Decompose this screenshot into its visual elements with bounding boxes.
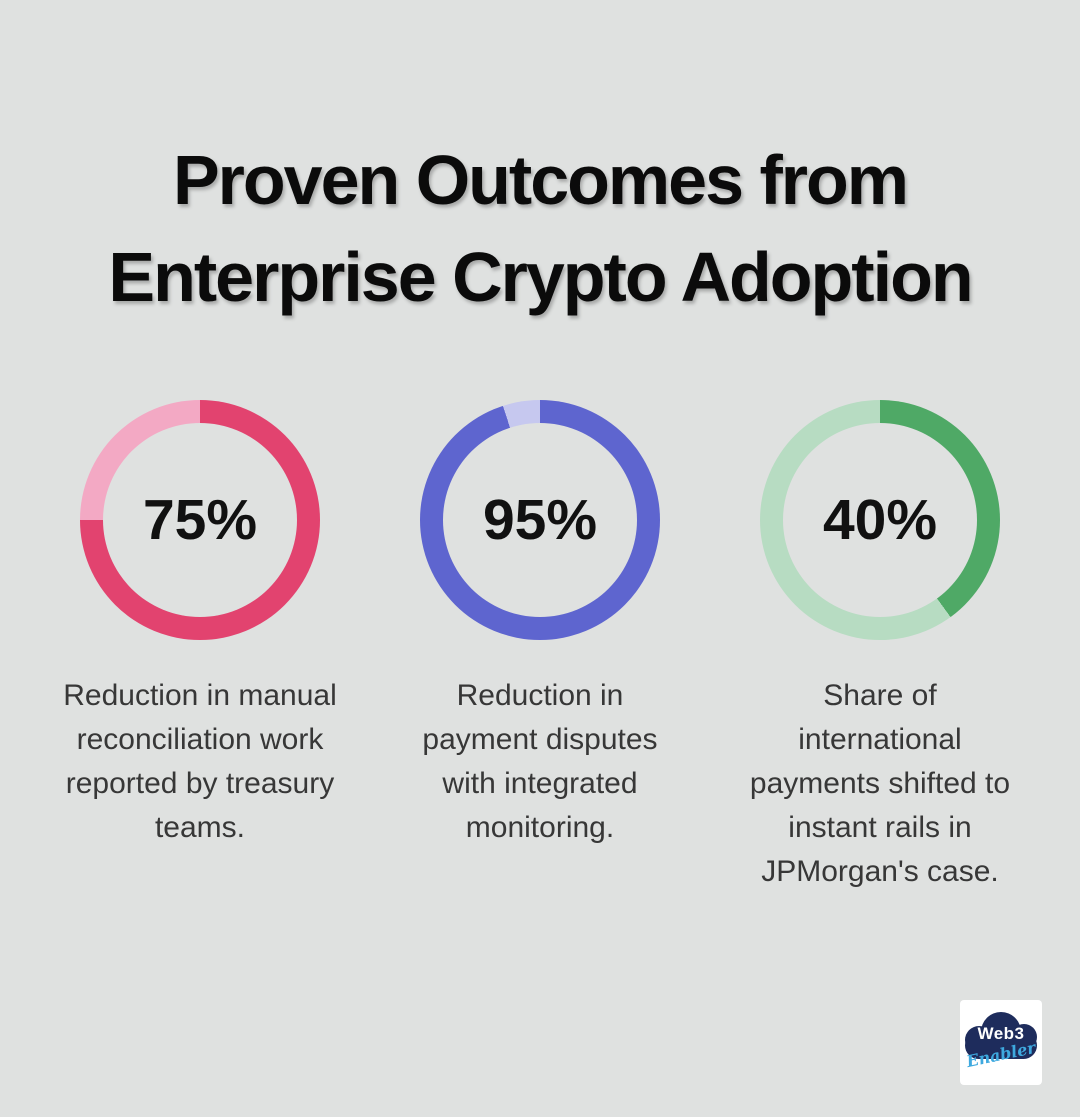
cloud-icon: [965, 1011, 1037, 1060]
stats-row: 75% Reduction in manual reconciliation w…: [0, 399, 1080, 894]
logo-name: Web3: [977, 1023, 1025, 1043]
donut-hole: 95%: [443, 422, 637, 617]
cloud-base-icon: [965, 1031, 1037, 1059]
stat-column-reconciliation: 75% Reduction in manual reconciliation w…: [30, 399, 370, 894]
page-title-line-2: Enterprise Crypto Adoption: [108, 237, 973, 316]
percent-label: 95%: [482, 487, 598, 552]
donut-chart-95: 95%: [420, 399, 660, 640]
donut-chart-75: 75%: [80, 399, 320, 640]
donut-hole: 40%: [783, 422, 977, 617]
stat-caption: Reduction in payment disputes with integ…: [422, 678, 658, 844]
stat-column-international-payments: 40% Share of international payments shif…: [710, 399, 1050, 894]
donut-hole: 75%: [103, 422, 297, 617]
stat-column-disputes: 95% Reduction in payment disputes with i…: [370, 399, 710, 894]
stat-caption: Reduction in manual reconciliation work …: [63, 678, 337, 844]
donut-chart-40: 40%: [760, 399, 1000, 640]
percent-label: 75%: [142, 487, 258, 552]
infographic-canvas: { "page": { "background_color": "#dfe1e0…: [0, 46, 1080, 1117]
stat-caption: Share of international payments shifted …: [749, 678, 1011, 888]
brand-logo: Web3 Enabler: [960, 999, 1042, 1085]
percent-label: 40%: [822, 487, 938, 552]
page-title-line-1: Proven Outcomes from: [172, 140, 909, 219]
page-title: Proven Outcomes from Enterprise Crypto A…: [0, 47, 1080, 326]
